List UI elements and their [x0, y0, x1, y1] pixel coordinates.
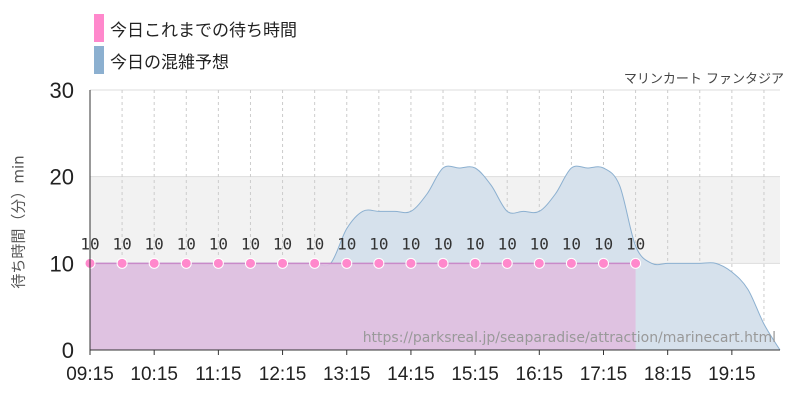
actual-point	[180, 257, 192, 269]
actual-point	[373, 257, 385, 269]
actual-point	[309, 257, 321, 269]
x-tick-label: 09:15	[66, 364, 114, 385]
x-tick-label: 10:15	[130, 364, 178, 385]
actual-point	[533, 257, 545, 269]
data-label: 10	[401, 234, 420, 253]
actual-point	[501, 257, 513, 269]
x-tick-label: 14:15	[387, 364, 435, 385]
source-url: https://parksreal.jp/seaparadise/attract…	[362, 330, 776, 346]
data-label: 10	[530, 234, 549, 253]
legend-item-actual: 今日これまでの待ち時間	[94, 14, 297, 42]
legend-label-forecast: 今日の混雑予想	[110, 52, 229, 73]
x-tick-label: 16:15	[516, 364, 564, 385]
actual-point	[469, 257, 481, 269]
actual-point	[244, 257, 256, 269]
y-tick-label: 20	[50, 165, 74, 190]
x-tick-label: 18:15	[644, 364, 692, 385]
data-label: 10	[498, 234, 517, 253]
actual-point	[341, 257, 353, 269]
x-tick-label: 11:15	[195, 364, 241, 385]
actual-point	[597, 257, 609, 269]
actual-point	[212, 257, 224, 269]
data-label: 10	[626, 234, 645, 253]
legend-label-actual: 今日これまでの待ち時間	[110, 20, 297, 41]
y-tick-label: 10	[50, 251, 74, 276]
x-tick-label: 12:15	[259, 364, 307, 385]
data-label: 10	[562, 234, 581, 253]
actual-point	[277, 257, 289, 269]
data-label: 10	[145, 234, 164, 253]
actual-point	[630, 257, 642, 269]
data-label: 10	[305, 234, 324, 253]
data-label: 10	[241, 234, 260, 253]
legend-swatch-actual	[94, 14, 104, 42]
data-label: 10	[465, 234, 484, 253]
chart-subtitle: マリンカート ファンタジア	[623, 72, 784, 87]
data-label: 10	[369, 234, 388, 253]
x-tick-label: 17:15	[580, 364, 628, 385]
actual-area	[90, 263, 636, 350]
data-label: 10	[177, 234, 196, 253]
actual-point	[116, 257, 128, 269]
data-label: 10	[337, 234, 356, 253]
data-label: 10	[433, 234, 452, 253]
x-tick-label: 15:15	[451, 364, 499, 385]
actual-point	[405, 257, 417, 269]
actual-point	[565, 257, 577, 269]
legend-swatch-forecast	[94, 46, 104, 74]
data-label: 10	[112, 234, 131, 253]
data-label: 10	[594, 234, 613, 253]
data-label: 10	[209, 234, 228, 253]
legend-item-forecast: 今日の混雑予想	[94, 46, 229, 74]
x-tick-label: 13:15	[323, 364, 371, 385]
actual-point	[148, 257, 160, 269]
actual-point	[437, 257, 449, 269]
x-tick-label: 19:15	[708, 364, 756, 385]
data-label: 10	[273, 234, 292, 253]
y-tick-label: 30	[50, 78, 74, 103]
y-tick-label: 0	[62, 338, 74, 363]
